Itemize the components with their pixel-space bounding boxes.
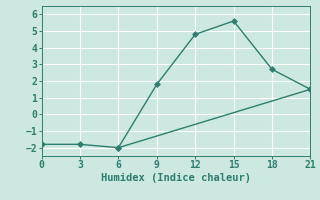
X-axis label: Humidex (Indice chaleur): Humidex (Indice chaleur): [101, 173, 251, 183]
